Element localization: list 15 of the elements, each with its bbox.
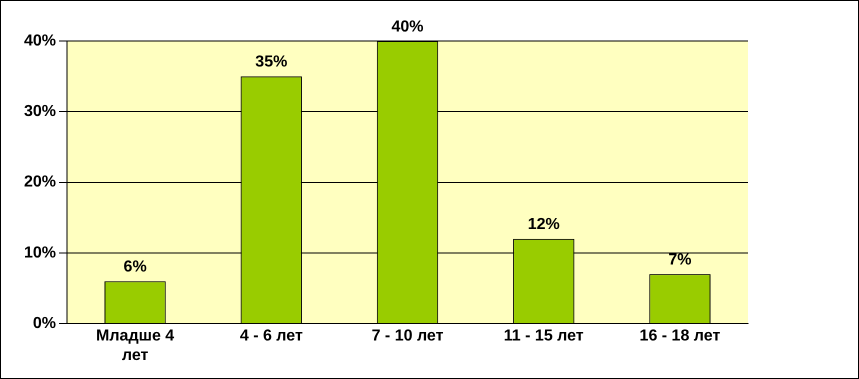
- x-tick-label: 4 - 6 лет: [240, 328, 303, 345]
- y-tick-label: 30%: [24, 103, 56, 120]
- x-tick-label: 16 - 18 лет: [640, 328, 720, 345]
- data-label: 6%: [124, 258, 147, 276]
- x-tick-label: 11 - 15 лет: [504, 328, 584, 345]
- data-label: 7%: [668, 252, 692, 269]
- y-tick-label: 10%: [24, 244, 56, 262]
- x-tick-label: 7 - 10 лет: [372, 328, 444, 345]
- y-tick-label: 20%: [24, 174, 56, 191]
- y-tick-label: 0%: [32, 315, 56, 332]
- x-tick-label: Младше 4 лет: [96, 328, 174, 364]
- data-label: 40%: [391, 18, 424, 36]
- data-label: 35%: [255, 54, 288, 71]
- y-tick-label: 40%: [24, 32, 56, 50]
- data-label: 12%: [528, 216, 560, 234]
